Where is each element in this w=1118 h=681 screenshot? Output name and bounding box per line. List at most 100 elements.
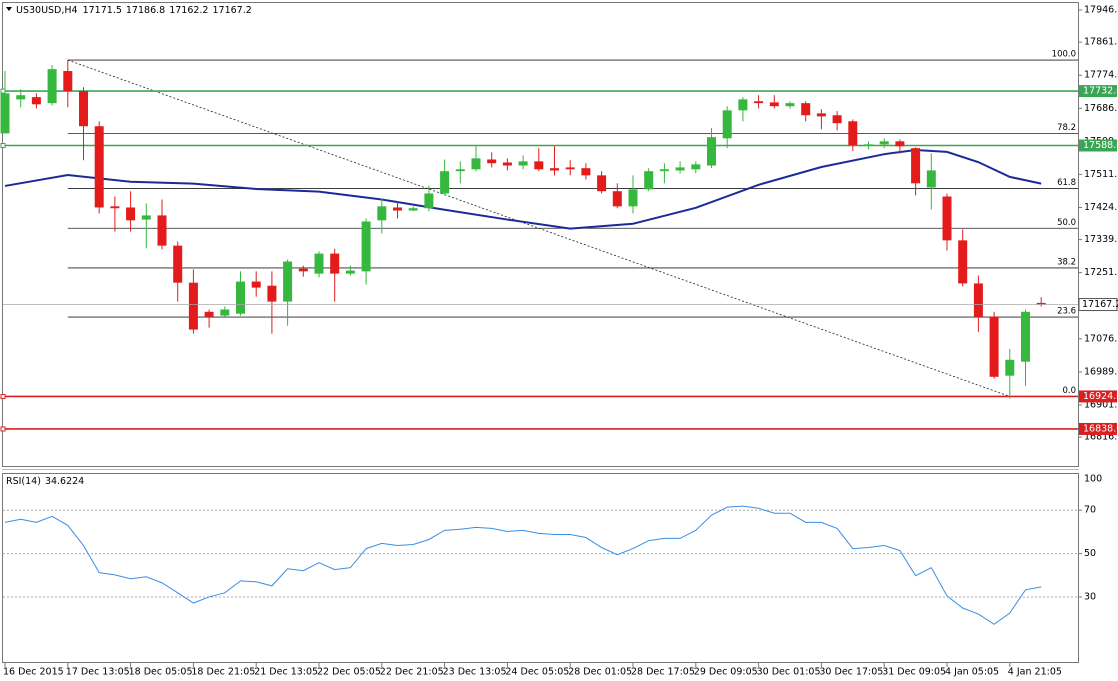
x-tick-label: 22 Dec 21:05: [380, 667, 444, 678]
fib-label: 23.6: [1057, 307, 1076, 317]
y-tick-label: 16989.0: [1084, 366, 1118, 377]
level-handle: [0, 393, 6, 399]
fib-label: 50.0: [1057, 218, 1076, 228]
level-box: [1079, 422, 1117, 435]
level-label: 16924.0: [1083, 391, 1118, 402]
rsi-tick-label: 30: [1084, 591, 1096, 602]
candle-body: [581, 168, 591, 176]
candle-body: [487, 159, 497, 164]
level-box: [1079, 390, 1117, 403]
candle-body: [220, 309, 230, 316]
candle-body: [675, 167, 685, 171]
x-tick-label: 28 Dec 17:05: [631, 667, 695, 678]
candle-body: [267, 285, 277, 302]
candle-body: [612, 191, 622, 207]
candle-body: [298, 268, 308, 272]
candle-body: [408, 208, 418, 211]
candle-body: [1005, 359, 1015, 376]
candle-body: [942, 196, 952, 241]
header-arrow: [6, 7, 12, 11]
candle-body: [864, 144, 873, 146]
y-tick-label: 17076.5: [1084, 333, 1118, 344]
fib-label: 38.2: [1057, 257, 1076, 267]
level-label: 17732.0: [1083, 86, 1118, 97]
candle-body: [440, 171, 450, 194]
rsi-tick-label: 50: [1084, 548, 1096, 559]
candle-body: [471, 158, 481, 170]
candle-body: [958, 240, 968, 284]
candle-body: [47, 69, 57, 104]
candle-body: [895, 141, 905, 147]
fib-label: 61.8: [1057, 178, 1076, 188]
rsi-name: RSI(14): [6, 476, 41, 487]
x-tick-label: 28 Dec 01:05: [568, 667, 632, 678]
candle-body: [79, 91, 88, 127]
candle-body: [1036, 302, 1046, 305]
candle-body: [424, 193, 434, 209]
candle-body: [63, 71, 73, 92]
candle-body: [330, 253, 340, 274]
x-tick-label: 18 Dec 05:05: [129, 667, 193, 678]
y-tick-label: 16901.5: [1084, 399, 1118, 410]
x-tick-label: 21 Dec 13:05: [254, 667, 318, 678]
y-tick-label: 17861.5: [1084, 37, 1118, 48]
x-tick-label: 29 Dec 09:05: [694, 667, 758, 678]
candle-body: [832, 115, 842, 124]
y-tick-label: 17251.5: [1084, 267, 1118, 278]
y-tick-label: 17686.5: [1084, 103, 1118, 114]
x-tick-label: 16 Dec 2015: [3, 667, 64, 678]
x-tick-label: 22 Dec 05:05: [317, 667, 381, 678]
y-tick-label: 17339.0: [1084, 234, 1118, 245]
level-box: [1079, 139, 1117, 152]
fib-label: 100.0: [1052, 50, 1076, 60]
x-tick-label: 4 Jan 21:05: [1008, 667, 1062, 678]
price-panel: [2, 2, 1079, 467]
high-value: 17186.8: [126, 5, 165, 16]
candle-body: [502, 162, 512, 166]
close-value: 17167.2: [212, 5, 251, 16]
rsi-value: 34.6224: [45, 476, 84, 487]
candle-body: [16, 95, 26, 100]
current-price-box: [1078, 298, 1118, 312]
candle-body: [785, 103, 795, 107]
y-tick-label: 16816.5: [1084, 432, 1118, 443]
candle-body: [691, 164, 701, 170]
candle-body: [455, 169, 465, 172]
candle-body: [597, 175, 607, 192]
candle-body: [628, 189, 638, 207]
candle-body: [911, 148, 921, 184]
candle-body: [754, 101, 764, 104]
x-tick-label: 30 Dec 01:05: [757, 667, 821, 678]
candle-body: [816, 113, 826, 117]
candle-body: [126, 207, 136, 221]
candle-body: [722, 110, 732, 139]
candle-body: [879, 141, 889, 145]
candle-body: [518, 161, 528, 166]
moving-average: [4, 149, 1042, 230]
x-tick-label: 24 Dec 05:05: [505, 667, 569, 678]
candle-body: [204, 311, 214, 317]
candle-body: [738, 99, 748, 111]
x-tick-label: 17 Dec 13:05: [66, 667, 130, 678]
rsi-tick-label: 70: [1084, 505, 1096, 516]
candle-body: [94, 126, 104, 208]
candle-body: [251, 281, 261, 288]
candle-body: [345, 270, 355, 274]
candle-body: [110, 206, 120, 209]
candle-body: [314, 253, 324, 274]
x-tick-label: 23 Dec 13:05: [443, 667, 507, 678]
fib-trendline: [67, 59, 1010, 397]
candle-body: [0, 93, 10, 134]
candle-body: [534, 161, 544, 170]
level-box: [1079, 85, 1117, 98]
rsi-header: RSI(14) 34.6224: [6, 476, 84, 487]
candle-body: [769, 102, 779, 107]
level-handle: [0, 426, 6, 432]
candle-body: [1021, 311, 1030, 362]
candle-body: [707, 137, 716, 166]
candle-body: [926, 170, 936, 188]
candle-body: [141, 215, 151, 220]
rsi-line: [4, 505, 1042, 625]
candle-body: [393, 207, 402, 211]
